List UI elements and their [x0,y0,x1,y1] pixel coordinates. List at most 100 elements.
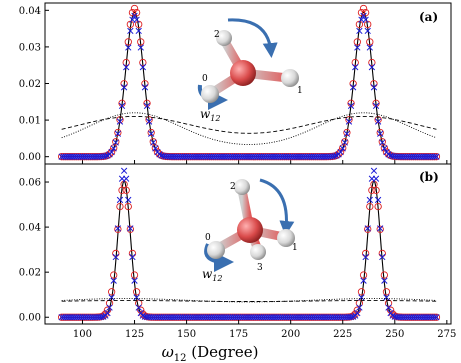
data-point-circle [372,186,380,194]
y-tick-label: 0.00 [19,152,41,163]
hydrogen-atom [201,85,219,103]
data-point-cross [339,145,346,152]
data-point-circle [374,116,382,124]
data-point-circle [432,153,441,161]
data-point-cross [379,253,386,261]
data-point-circle [336,148,345,156]
series-line-dashed [61,115,437,134]
data-point-cross [118,102,126,110]
data-point-circle [357,8,366,17]
data-point-cross [141,84,149,91]
data-point-cross [131,12,138,19]
data-point-cross [337,148,344,156]
data-point-cross [356,27,363,35]
atom-label: 0 [202,74,208,84]
data-point-circle [130,271,139,279]
data-point-circle [430,313,438,321]
x-tick-label: 250 [385,329,404,340]
data-point-cross [148,130,155,137]
panel-b-frame [44,163,452,325]
data-point-cross [145,118,153,125]
data-point-cross [102,152,109,160]
data-point-cross [133,16,140,23]
data-point-cross [377,130,384,137]
data-point-circle [110,271,118,279]
data-point-cross [370,84,378,91]
data-point-cross [104,309,111,317]
data-point-cross [374,118,382,125]
data-point-cross [108,294,115,301]
data-point-cross [366,196,373,204]
w12-label: w12 [200,107,220,123]
data-point-cross [345,118,353,125]
data-point-circle [153,148,162,156]
data-point-cross [98,313,105,321]
data-point-cross [110,145,117,152]
data-point-cross [352,64,359,71]
data-point-cross [364,27,371,35]
y-tick-label: 0.01 [19,116,41,127]
data-point-circle [378,138,386,146]
data-point-cross [106,304,113,311]
data-point-cross [125,196,132,204]
data-point-cross [383,294,390,301]
panel-b-plot [58,167,441,321]
data-point-cross [368,64,376,71]
data-point-circle [370,180,378,188]
data-point-circle [128,8,137,17]
data-point-cross [123,175,130,182]
data-point-circle [345,116,353,124]
panel-a-label: (a) [419,10,438,24]
data-point-cross [135,304,142,311]
data-point-cross [360,12,367,19]
hydrogen-atom [216,30,232,46]
x-tick-label: 125 [125,329,144,340]
data-point-circle [130,4,139,13]
data-point-cross [354,309,361,317]
data-point-circle [114,225,122,233]
atom-label: 2 [230,182,236,192]
oxygen-atom [237,217,263,243]
data-point-cross [358,294,365,301]
data-point-circle [107,288,116,296]
data-point-cross [129,253,136,261]
data-point-circle [149,138,157,146]
data-point-cross [347,102,355,110]
panel-b-yticks: 0.00 0.02 0.04 0.06 [19,178,49,324]
atom-label: 1 [297,86,303,96]
oxygen-atom [230,60,256,86]
data-point-cross [372,102,380,110]
atom-label: 3 [257,263,263,273]
data-point-cross [127,225,134,232]
y-tick-label: 0.04 [19,6,41,17]
series-line-dashed [61,300,437,302]
data-point-circle [376,225,384,233]
atom-label: 0 [205,233,211,243]
data-point-circle [428,313,436,321]
data-point-cross [433,153,440,160]
panel-a: 0.00 0.01 0.02 0.03 0.04 (a) 2 0 1 w12 [19,2,452,165]
data-point-circle [343,128,351,137]
data-point-circle [366,202,374,211]
data-point-cross [354,44,361,51]
rotation-arrow-icon [259,178,295,236]
panel-b-xticks: 100 125 150 175 200 225 250 275 [73,320,456,340]
data-point-cross [110,277,117,284]
hydrogen-atom [281,69,299,87]
rotation-arrow-icon [227,18,278,58]
atom-label: 1 [292,243,298,253]
data-point-circle [382,148,391,156]
data-point-cross [108,148,115,156]
data-point-cross [152,145,159,152]
data-point-cross [385,304,392,311]
data-point-cross [120,84,128,91]
hydrogen-atom [250,244,266,260]
panel-a-yticks: 0.00 0.01 0.02 0.03 0.04 [19,6,49,163]
data-point-circle [145,116,153,124]
data-point-circle [122,58,130,67]
rotation-arrow-icon [204,243,234,272]
data-point-circle [116,202,124,211]
data-point-cross [114,130,122,137]
data-point-cross [123,64,130,71]
